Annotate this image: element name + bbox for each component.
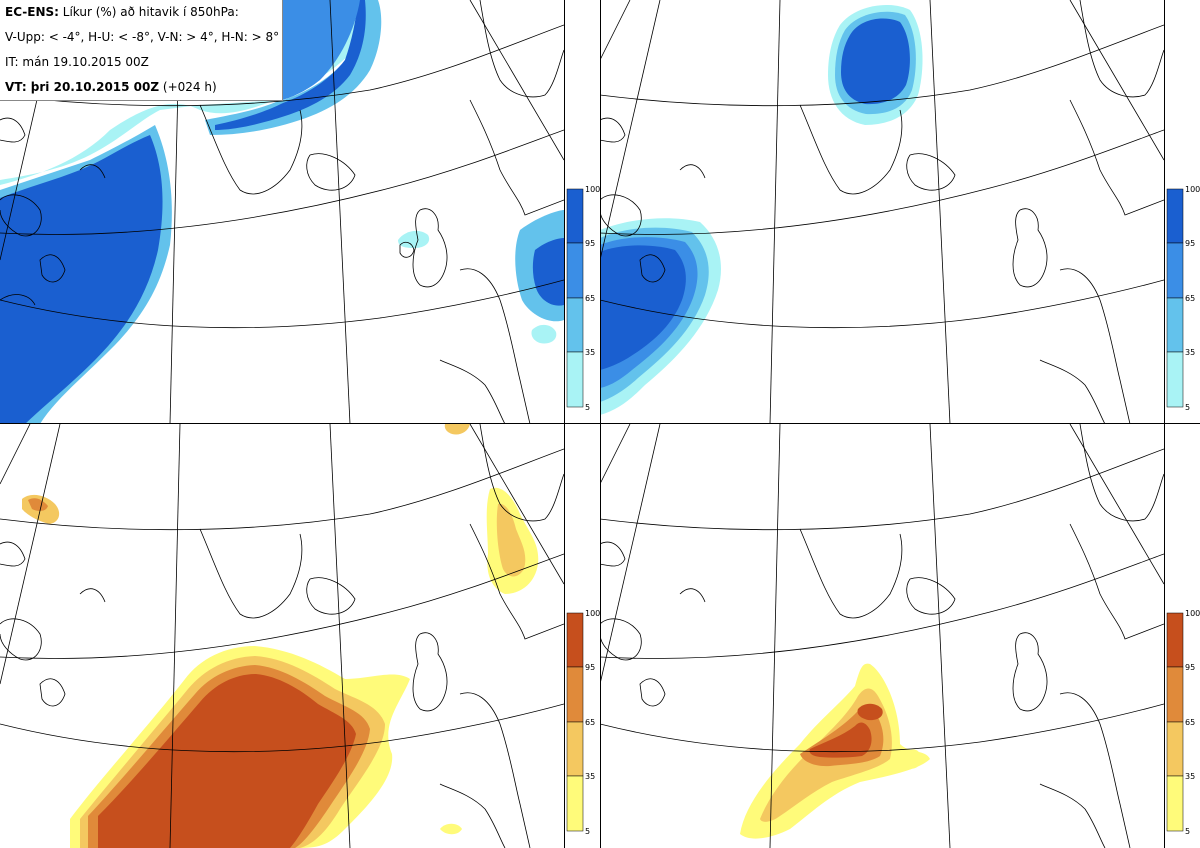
graticule: [600, 424, 1164, 848]
colorbar-band: [566, 721, 584, 777]
model-label: EC-ENS:: [5, 5, 59, 19]
probability-shading: [22, 424, 539, 848]
colorbar-band: [566, 297, 584, 353]
coastlines: [600, 424, 1164, 848]
colorbar-tick: 35: [585, 348, 595, 357]
colorbar-band: [1166, 612, 1184, 668]
colorbar-tick: 5: [1185, 827, 1190, 836]
panel-divider: [600, 0, 601, 848]
colorbar-tick: 100: [585, 185, 600, 194]
panel-divider: [0, 423, 1200, 424]
colorbar-band: [566, 775, 584, 832]
graticule: [0, 424, 564, 848]
colorbar-tick: 65: [585, 294, 595, 303]
colorbar-tick: 95: [1185, 663, 1195, 672]
colorbar-band: [566, 612, 584, 668]
colorbar-tick: 5: [585, 827, 590, 836]
colorbar-band: [1166, 351, 1184, 408]
colorbar-band: [1166, 297, 1184, 353]
colorbar-warm-bottom-right: 100 95 65 35 5: [1166, 608, 1200, 838]
colorbar-band: [1166, 775, 1184, 832]
probability-map: [600, 424, 1164, 848]
panel-divider: [564, 0, 565, 848]
probability-map: [600, 0, 1164, 424]
colorbar-cold-top-left: 100 95 65 35 5: [566, 184, 600, 414]
colorbar-tick: 65: [1185, 294, 1195, 303]
panel-divider: [1164, 0, 1165, 848]
colorbar-band: [1166, 721, 1184, 777]
colorbar-tick: 100: [1185, 185, 1200, 194]
colorbar-band: [566, 242, 584, 299]
colorbar-tick: 35: [585, 772, 595, 781]
colorbar-tick: 95: [585, 239, 595, 248]
colorbar-tick: 95: [585, 663, 595, 672]
colorbar-band: [1166, 666, 1184, 723]
colorbar-tick: 35: [1185, 772, 1195, 781]
colorbar-band: [1166, 188, 1184, 244]
coastlines: [0, 0, 564, 424]
lead-time-text: (+024 h): [159, 80, 217, 94]
colorbar-band: [1166, 242, 1184, 299]
colorbar-tick: 35: [1185, 348, 1195, 357]
colorbar-tick: 100: [585, 609, 600, 618]
probability-map: [0, 424, 564, 848]
colorbar-tick: 65: [1185, 718, 1195, 727]
colorbar-cold-top-right: 100 95 65 35 5: [1166, 184, 1200, 414]
colorbar-tick: 5: [585, 403, 590, 412]
graticule: [600, 0, 1164, 424]
coastlines: [600, 0, 1164, 424]
probability-shading: [600, 5, 923, 415]
thresholds-line: V-Upp: < -4°, H-U: < -8°, V-N: > 4°, H-N…: [5, 30, 280, 44]
colorbar-band: [566, 188, 584, 244]
coastlines: [0, 424, 564, 848]
map-panel-cold-strong: [600, 0, 1164, 424]
probability-shading: [740, 663, 930, 839]
valid-time-line: VT: þri 20.10.2015 00Z (+024 h): [5, 80, 217, 94]
init-time-line: IT: mán 19.10.2015 00Z: [5, 55, 149, 69]
title-text: Líkur (%) að hitavik í 850hPa:: [58, 5, 239, 19]
map-panel-warm-strong: [600, 424, 1164, 848]
colorbar-warm-bottom-left: 100 95 65 35 5: [566, 608, 600, 838]
colorbar-tick: 95: [1185, 239, 1195, 248]
forecast-info-box: EC-ENS: Líkur (%) að hitavik í 850hPa: V…: [0, 0, 283, 101]
map-panel-warm-moderate: [0, 424, 564, 848]
graticule: [0, 0, 564, 424]
colorbar-tick: 65: [585, 718, 595, 727]
colorbar-tick: 5: [1185, 403, 1190, 412]
colorbar-band: [566, 351, 584, 408]
map-panel-cold-moderate: EC-ENS: Líkur (%) að hitavik í 850hPa: V…: [0, 0, 564, 424]
colorbar-tick: 100: [1185, 609, 1200, 618]
title-line: EC-ENS: Líkur (%) að hitavik í 850hPa:: [5, 5, 239, 19]
colorbar-band: [566, 666, 584, 723]
valid-time-label: VT: þri 20.10.2015 00Z: [5, 80, 160, 94]
